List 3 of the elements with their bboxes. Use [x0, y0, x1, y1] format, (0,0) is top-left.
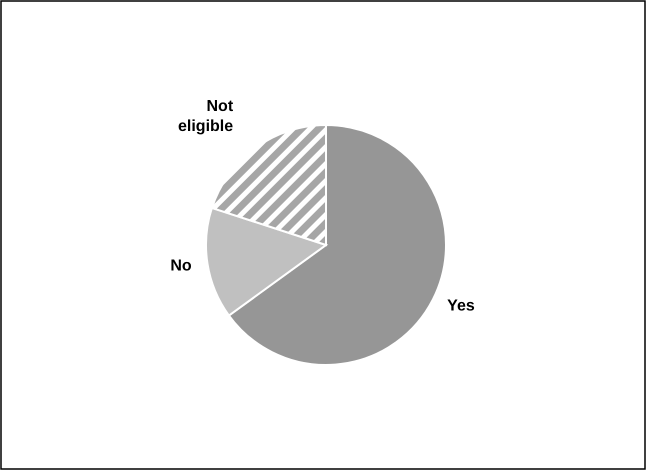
slice-label: No — [170, 257, 192, 275]
slice-label: Not eligible — [178, 98, 234, 136]
slice-label: Yes — [447, 298, 475, 315]
